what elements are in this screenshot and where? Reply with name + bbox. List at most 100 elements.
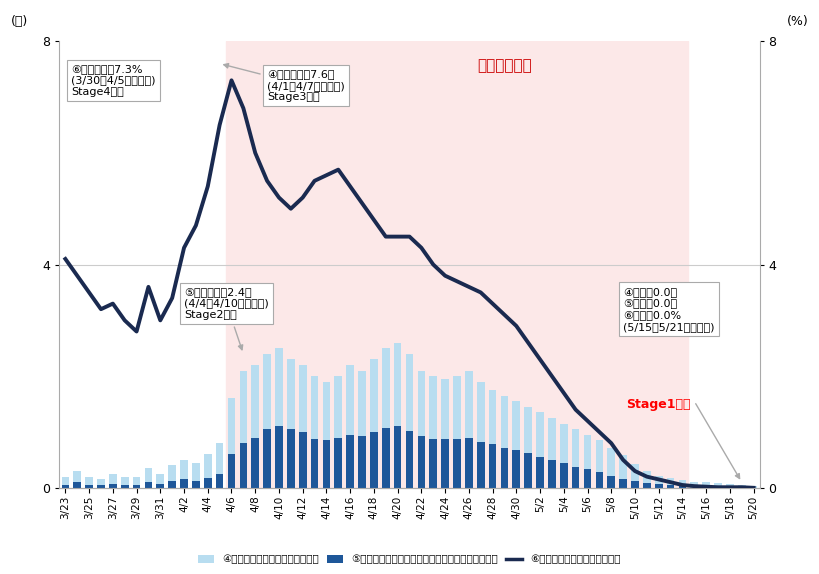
Bar [429,376,437,488]
Bar [215,443,224,488]
Bar [275,426,283,488]
Bar [394,426,401,488]
Bar [121,485,129,488]
Bar [749,486,758,488]
Bar [548,418,556,488]
Bar [346,365,354,488]
Bar [655,475,663,488]
Bar [703,482,710,488]
Bar [500,448,509,488]
Bar [453,439,461,488]
Bar [156,484,164,488]
Bar [465,371,473,488]
Bar [679,480,686,488]
Bar [370,432,378,488]
Bar [287,429,295,488]
Bar [109,484,116,488]
Text: ④ピーク時：7.6人
(4/1～4/7の平均値)
Stage3相当: ④ピーク時：7.6人 (4/1～4/7の平均値) Stage3相当 [224,64,345,102]
Bar [180,479,188,488]
Bar [631,464,639,488]
Bar [679,486,686,488]
Bar [418,436,425,488]
Bar [690,482,698,488]
Bar [382,428,390,488]
Bar [536,413,544,488]
Bar [608,475,615,488]
Bar [61,476,70,488]
Bar [133,476,140,488]
Bar [228,454,235,488]
Bar [323,440,330,488]
Bar [74,471,81,488]
Bar [655,484,663,488]
Bar [643,483,650,488]
Text: ④現状：0.0人
⑤現状：0.0人
⑥現状：0.0%
(5/15～5/21の平均値): ④現状：0.0人 ⑤現状：0.0人 ⑥現状：0.0% (5/15～5/21の平均… [623,287,715,332]
Bar [310,376,319,488]
Text: 紧急事態宣言: 紧急事態宣言 [477,58,532,73]
Bar [97,479,105,488]
Bar [489,444,496,488]
Bar [524,407,532,488]
Bar [192,463,200,488]
Bar [631,481,639,488]
Bar [204,478,211,488]
Bar [714,483,722,488]
Bar [239,371,247,488]
Bar [477,382,485,488]
Bar [548,460,556,488]
Bar [595,440,604,488]
Bar [667,478,674,488]
Text: ⑤ピーク時：2.4人
(4/4～4/10の平均値)
Stage2相当: ⑤ピーク時：2.4人 (4/4～4/10の平均値) Stage2相当 [184,287,269,350]
Bar [263,354,271,488]
Bar [738,485,745,488]
Bar [85,485,93,488]
Bar [109,474,116,488]
Bar [513,401,520,488]
Text: ⑥ピーク時：7.3%
(3/30～4/5の平均値)
Stage4相当: ⑥ピーク時：7.3% (3/30～4/5の平均値) Stage4相当 [71,64,156,97]
Legend: ④陽性者数（県内・１週間平均）, ⑤うち，濃厚接触者以外の数（県内・１週間平均）, ⑥陽性率（県内・１週間平均）: ④陽性者数（県内・１週間平均）, ⑤うち，濃厚接触者以外の数（県内・１週間平均）… [194,550,625,569]
Bar [513,451,520,488]
Bar [287,359,295,488]
Bar [477,442,485,488]
Bar [418,371,425,488]
Text: (%): (%) [787,15,808,28]
Bar [299,365,306,488]
Bar [299,432,306,488]
Bar [156,474,164,488]
Bar [169,481,176,488]
Bar [263,429,271,488]
Bar [536,457,544,488]
Bar [97,485,105,488]
Bar [524,453,532,488]
Bar [358,371,366,488]
Bar [643,471,650,488]
Bar [560,463,568,488]
Bar [382,348,390,488]
Bar [584,469,591,488]
Bar [441,379,449,488]
Bar [619,455,627,488]
Bar [225,41,688,488]
Bar [405,431,414,488]
Text: Stage1相当: Stage1相当 [627,398,691,412]
Bar [275,348,283,488]
Bar [145,482,152,488]
Bar [334,376,342,488]
Bar [584,435,591,488]
Bar [85,476,93,488]
Bar [310,439,319,488]
Bar [500,395,509,488]
Bar [74,482,81,488]
Bar [608,448,615,488]
Bar [560,424,568,488]
Bar [228,398,235,488]
Bar [323,382,330,488]
Bar [334,437,342,488]
Bar [239,443,247,488]
Bar [121,476,129,488]
Bar [394,343,401,488]
Bar [215,474,224,488]
Bar [405,354,414,488]
Bar [441,439,449,488]
Bar [429,439,437,488]
